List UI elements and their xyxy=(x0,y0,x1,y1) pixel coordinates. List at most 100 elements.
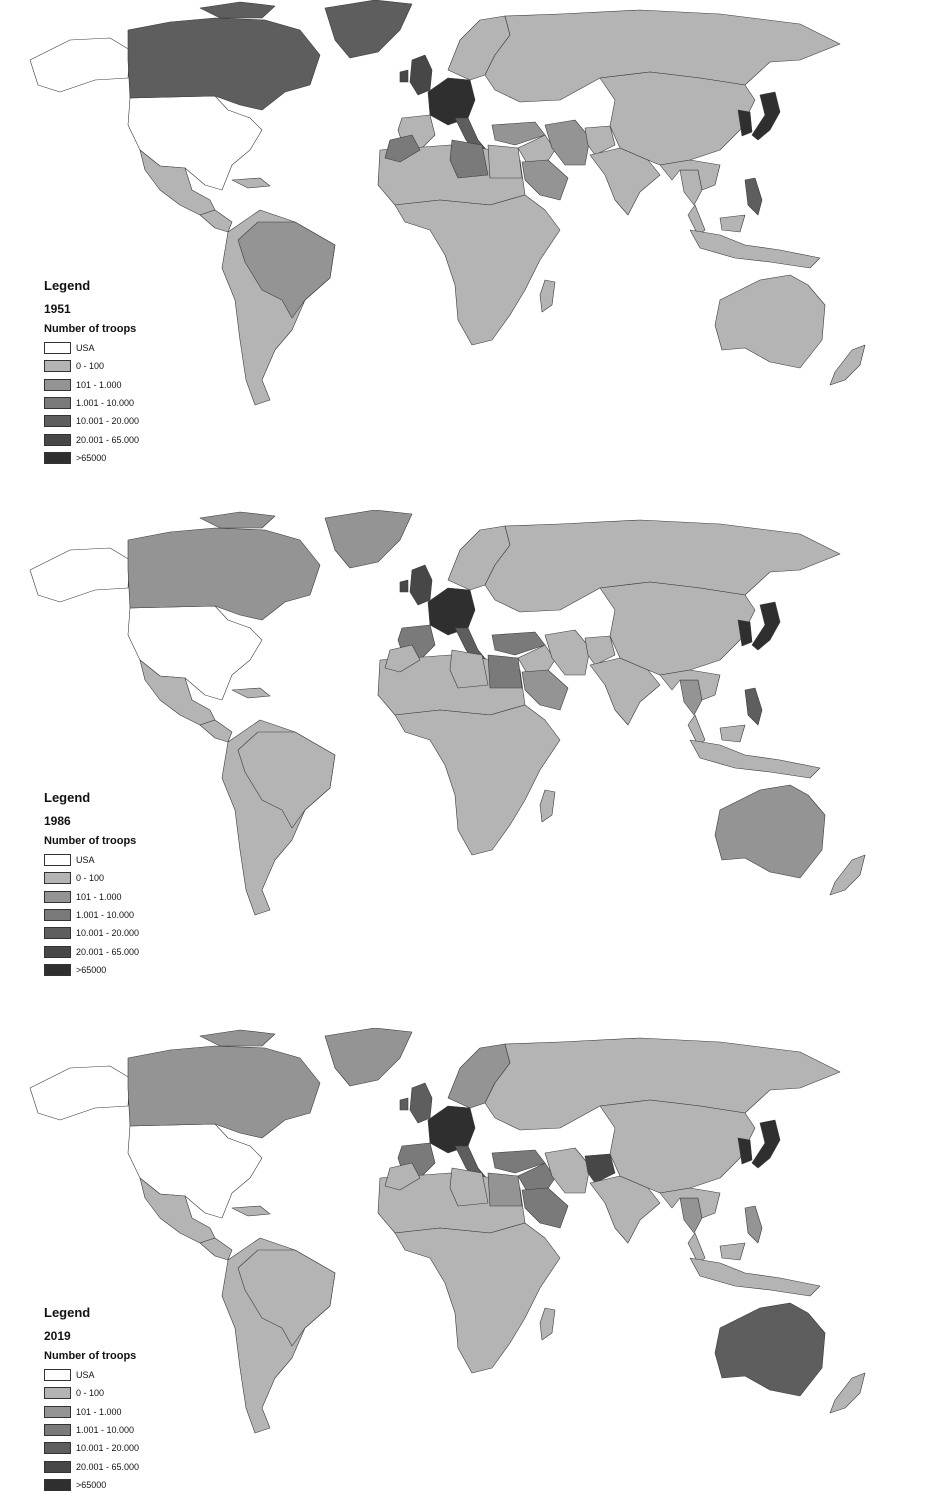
region-turkey xyxy=(491,121,546,146)
region-korea xyxy=(737,619,753,647)
region-libya xyxy=(449,649,489,689)
legend-swatch xyxy=(44,1442,71,1455)
legend-item: >65000 xyxy=(44,449,139,467)
legend-item: >65000 xyxy=(44,961,139,979)
legend-rows: USA 0 - 100 101 - 1.000 1.001 - 10.000 10.00… xyxy=(44,851,139,979)
legend-item: 101 - 1.000 xyxy=(44,376,139,394)
legend-item: 0 - 100 xyxy=(44,1384,139,1402)
region-egypt xyxy=(487,144,523,179)
region-iran xyxy=(544,119,591,166)
legend-label: USA xyxy=(76,1370,95,1381)
region-afghanistan xyxy=(584,125,616,156)
legend-label: 10.001 - 20.000 xyxy=(76,416,140,427)
region-indonesia xyxy=(689,1242,821,1297)
legend-label: 1.001 - 10.000 xyxy=(76,398,135,409)
legend-label: >65000 xyxy=(76,1479,107,1490)
region-korea xyxy=(737,1137,753,1165)
legend-item: 1.001 - 10.000 xyxy=(44,1421,139,1439)
legend-item: USA xyxy=(44,851,139,869)
legend-item: 0 - 100 xyxy=(44,357,139,375)
world-map-2019 xyxy=(29,1028,866,1434)
region-brazil xyxy=(237,1249,336,1347)
region-australia xyxy=(714,784,826,879)
legend-item: 20.001 - 65.000 xyxy=(44,942,139,960)
legend-swatch xyxy=(44,963,71,976)
legend-label: 0 - 100 xyxy=(76,1388,105,1399)
legend-label: 101 - 1.000 xyxy=(76,379,122,390)
legend-subtitle: Number of troops xyxy=(44,835,137,847)
legend-label: 20.001 - 65.000 xyxy=(76,946,140,957)
legend-label: 10.001 - 20.000 xyxy=(76,1443,140,1454)
legend-swatch xyxy=(44,1460,71,1473)
legend-rows: USA 0 - 100 101 - 1.000 1.001 - 10.000 10.00… xyxy=(44,1366,139,1494)
legend-label: >65000 xyxy=(76,964,107,975)
legend-label: USA xyxy=(76,343,95,354)
legend-item: 20.001 - 65.000 xyxy=(44,430,139,448)
region-thailand xyxy=(679,679,703,716)
region-brazil xyxy=(237,731,336,829)
legend-item: 1.001 - 10.000 xyxy=(44,394,139,412)
map-panel-1951: Legend 1951 Number of troops USA 0 - 100 1… xyxy=(0,0,930,480)
legend-subtitle: Number of troops xyxy=(44,1350,137,1362)
legend-heading: Legend xyxy=(44,278,91,293)
region-brazil xyxy=(237,221,336,319)
legend-label: 20.001 - 65.000 xyxy=(76,1461,140,1472)
region-iran xyxy=(544,629,591,676)
legend-heading: Legend xyxy=(44,790,91,805)
region-indonesia xyxy=(689,724,821,779)
legend-label: 0 - 100 xyxy=(76,873,105,884)
world-map-1986 xyxy=(29,510,866,916)
region-korea xyxy=(737,109,753,137)
legend-swatch xyxy=(44,872,71,885)
legend-item: 1.001 - 10.000 xyxy=(44,906,139,924)
legend-item: 101 - 1.000 xyxy=(44,888,139,906)
legend-swatch xyxy=(44,945,71,958)
legend-subtitle: Number of troops xyxy=(44,323,137,335)
region-western-europe xyxy=(427,77,476,126)
region-afghanistan xyxy=(584,635,616,666)
region-morocco xyxy=(384,644,421,673)
legend-swatch xyxy=(44,342,71,355)
legend-item: 10.001 - 20.000 xyxy=(44,412,139,430)
legend-item: 10.001 - 20.000 xyxy=(44,924,139,942)
region-thailand xyxy=(679,169,703,206)
region-saudi-arabia xyxy=(521,669,569,711)
map-panel-2019: Legend 2019 Number of troops USA 0 - 100 1… xyxy=(0,1028,930,1491)
region-afghanistan xyxy=(584,1153,616,1184)
region-turkey xyxy=(491,1149,546,1174)
legend-swatch xyxy=(44,1405,71,1418)
region-uk xyxy=(399,54,433,96)
legend-item: 20.001 - 65.000 xyxy=(44,1457,139,1475)
legend-swatch xyxy=(44,433,71,446)
region-canada xyxy=(127,1,321,111)
legend-label: 10.001 - 20.000 xyxy=(76,928,140,939)
region-central-america xyxy=(199,177,271,233)
region-africa xyxy=(394,194,561,346)
region-japan xyxy=(751,91,781,141)
region-philippines xyxy=(744,1205,763,1244)
region-africa xyxy=(394,704,561,856)
region-central-america xyxy=(199,687,271,743)
legend-1951: Legend 1951 Number of troops USA 0 - 100 1… xyxy=(44,278,139,467)
region-iran xyxy=(544,1147,591,1194)
legend-2019: Legend 2019 Number of troops USA 0 - 100 1… xyxy=(44,1305,139,1494)
legend-label: 1.001 - 10.000 xyxy=(76,910,135,921)
region-egypt xyxy=(487,1172,523,1207)
legend-item: 0 - 100 xyxy=(44,869,139,887)
region-indonesia xyxy=(689,214,821,269)
region-turkey xyxy=(491,631,546,656)
region-greenland xyxy=(324,0,413,59)
legend-swatch xyxy=(44,854,71,867)
legend-swatch xyxy=(44,415,71,428)
legend-label: 101 - 1.000 xyxy=(76,1406,122,1417)
region-morocco xyxy=(384,134,421,163)
region-australia xyxy=(714,274,826,369)
region-africa xyxy=(394,1222,561,1374)
legend-item: USA xyxy=(44,1366,139,1384)
legend-swatch xyxy=(44,927,71,940)
region-greenland xyxy=(324,510,413,569)
region-madagascar xyxy=(539,1307,556,1341)
legend-rows: USA 0 - 100 101 - 1.000 1.001 - 10.000 10.00… xyxy=(44,339,139,467)
legend-item: USA xyxy=(44,339,139,357)
legend-label: 1.001 - 10.000 xyxy=(76,1425,135,1436)
